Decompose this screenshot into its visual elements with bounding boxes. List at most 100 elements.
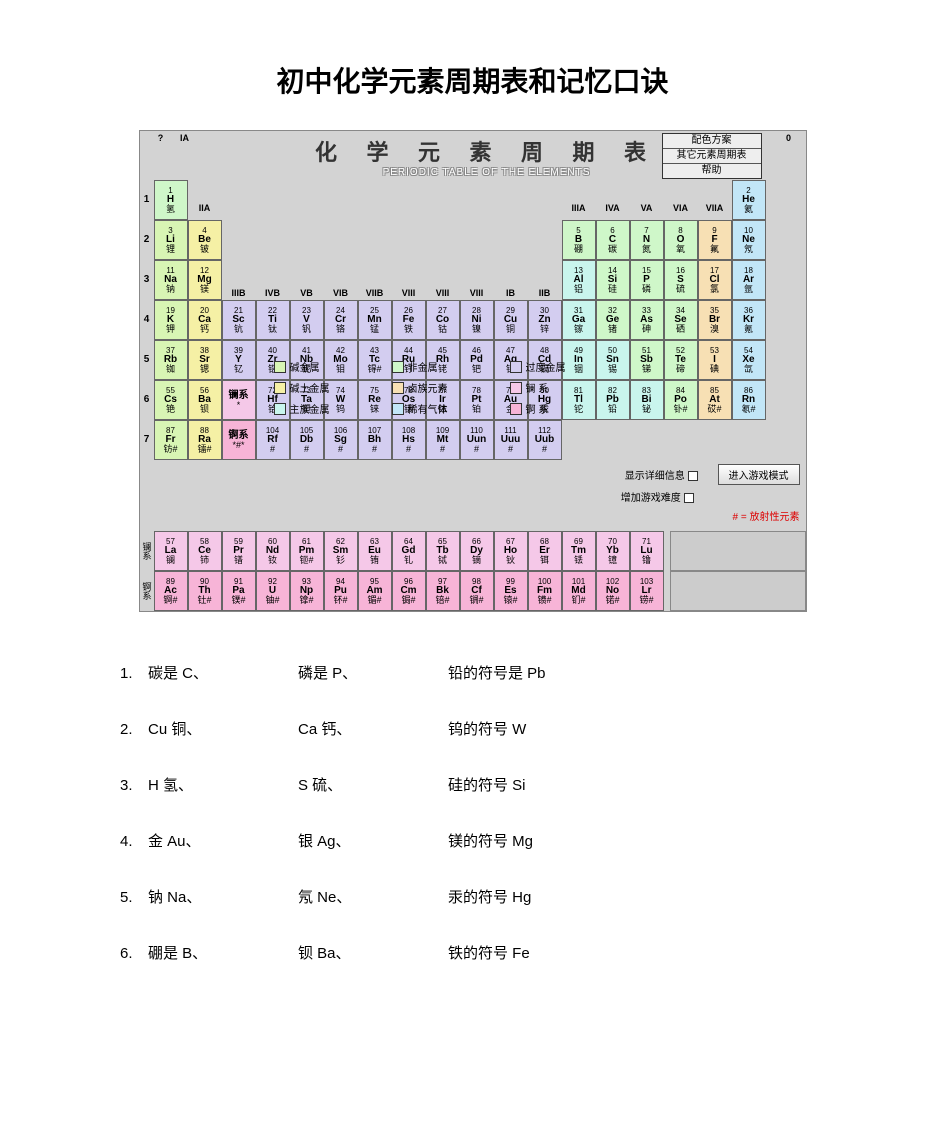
menu-item[interactable]: 其它元素周期表 <box>663 149 761 164</box>
element-cell[interactable]: 93Np镎# <box>290 571 324 611</box>
element-cell[interactable]: 31Ga镓 <box>562 300 596 340</box>
element-cell[interactable]: 23V钒 <box>290 300 324 340</box>
element-cell[interactable]: 103Lr铹# <box>630 571 664 611</box>
element-cell[interactable]: 37Rb铷 <box>154 340 188 380</box>
element-cell[interactable]: 94Pu钚# <box>324 571 358 611</box>
element-cell[interactable]: 26Fe铁 <box>392 300 426 340</box>
element-cell[interactable]: 29Cu铜 <box>494 300 528 340</box>
element-cell[interactable]: 83Bi铋 <box>630 380 664 420</box>
element-cell[interactable]: 24Cr铬 <box>324 300 358 340</box>
element-cell[interactable]: 89Ac锕# <box>154 571 188 611</box>
element-cell[interactable]: 110Uun# <box>460 420 494 460</box>
element-cell[interactable]: 33As砷 <box>630 300 664 340</box>
menu-item[interactable]: 配色方案 <box>663 134 761 149</box>
element-cell[interactable]: 71Lu镥 <box>630 531 664 571</box>
element-cell[interactable]: 91Pa镤# <box>222 571 256 611</box>
chk-difficulty[interactable]: 增加游戏难度 <box>621 489 694 504</box>
element-cell[interactable]: 95Am镅# <box>358 571 392 611</box>
element-cell[interactable]: 13Al铝 <box>562 260 596 300</box>
element-cell[interactable]: 106Sg# <box>324 420 358 460</box>
element-cell[interactable]: 28Ni镍 <box>460 300 494 340</box>
element-cell[interactable]: 镧系* <box>222 380 256 420</box>
element-cell[interactable]: 10Ne氖 <box>732 220 766 260</box>
element-cell[interactable]: 56Ba钡 <box>188 380 222 420</box>
element-cell[interactable]: 20Ca钙 <box>188 300 222 340</box>
element-cell[interactable]: 21Sc钪 <box>222 300 256 340</box>
element-cell[interactable]: 64Gd钆 <box>392 531 426 571</box>
element-cell[interactable]: 32Ge锗 <box>596 300 630 340</box>
element-cell[interactable]: 86Rn氡# <box>732 380 766 420</box>
element-cell[interactable]: 34Se硒 <box>664 300 698 340</box>
legend-item: 过度金属 <box>510 359 610 374</box>
element-cell[interactable]: 11Na钠 <box>154 260 188 300</box>
element-cell[interactable]: 3Li锂 <box>154 220 188 260</box>
menu-item[interactable]: 帮助 <box>663 164 761 178</box>
element-cell[interactable]: 17Cl氯 <box>698 260 732 300</box>
element-cell[interactable]: 18Ar氩 <box>732 260 766 300</box>
element-cell[interactable]: 99Es锿# <box>494 571 528 611</box>
element-cell[interactable]: 88Ra镭# <box>188 420 222 460</box>
element-cell[interactable]: 69Tm铥 <box>562 531 596 571</box>
element-cell[interactable]: 30Zn锌 <box>528 300 562 340</box>
element-cell[interactable]: 90Th钍# <box>188 571 222 611</box>
element-cell[interactable]: 87Fr钫# <box>154 420 188 460</box>
element-cell[interactable]: 96Cm锔# <box>392 571 426 611</box>
element-cell[interactable]: 68Er铒 <box>528 531 562 571</box>
element-cell[interactable]: 14Si硅 <box>596 260 630 300</box>
element-cell[interactable]: 27Co钴 <box>426 300 460 340</box>
element-cell[interactable]: 104Rf# <box>256 420 290 460</box>
element-cell[interactable]: 12Mg镁 <box>188 260 222 300</box>
element-cell[interactable]: 锕系*#* <box>222 420 256 460</box>
element-cell[interactable]: 84Po钋# <box>664 380 698 420</box>
element-cell[interactable]: 62Sm钐 <box>324 531 358 571</box>
element-cell[interactable]: 98Cf锎# <box>460 571 494 611</box>
element-cell[interactable]: 36Kr氪 <box>732 300 766 340</box>
element-cell[interactable]: 35Br溴 <box>698 300 732 340</box>
element-cell[interactable]: 54Xe氙 <box>732 340 766 380</box>
element-cell[interactable]: 112Uub# <box>528 420 562 460</box>
element-cell[interactable]: 102No锘# <box>596 571 630 611</box>
element-cell[interactable]: 39Y钇 <box>222 340 256 380</box>
element-cell[interactable]: 59Pr镨 <box>222 531 256 571</box>
element-cell[interactable]: 107Bh# <box>358 420 392 460</box>
element-cell[interactable]: 63Eu铕 <box>358 531 392 571</box>
element-cell[interactable]: 111Uuu# <box>494 420 528 460</box>
element-cell[interactable]: 25Mn锰 <box>358 300 392 340</box>
element-cell[interactable]: 60Nd钕 <box>256 531 290 571</box>
element-cell[interactable]: 70Yb镱 <box>596 531 630 571</box>
chk-detail[interactable]: 显示详细信息 <box>625 467 698 482</box>
element-cell[interactable]: 22Ti钛 <box>256 300 290 340</box>
element-cell[interactable]: 19K钾 <box>154 300 188 340</box>
element-cell[interactable]: 8O氧 <box>664 220 698 260</box>
game-mode-button[interactable]: 进入游戏模式 <box>718 464 800 485</box>
element-cell[interactable]: 2He氦 <box>732 180 766 220</box>
element-cell[interactable]: 85At砹# <box>698 380 732 420</box>
element-cell[interactable]: 92U铀# <box>256 571 290 611</box>
element-cell[interactable]: 6C碳 <box>596 220 630 260</box>
element-cell[interactable]: 15P磷 <box>630 260 664 300</box>
element-cell[interactable]: 51Sb锑 <box>630 340 664 380</box>
element-cell[interactable]: 57La镧 <box>154 531 188 571</box>
element-cell[interactable]: 1H氢 <box>154 180 188 220</box>
element-cell[interactable]: 100Fm镄# <box>528 571 562 611</box>
element-cell[interactable]: 38Sr锶 <box>188 340 222 380</box>
element-cell[interactable]: 16S硫 <box>664 260 698 300</box>
element-cell[interactable]: 105Db# <box>290 420 324 460</box>
element-cell[interactable]: 53I碘 <box>698 340 732 380</box>
element-cell[interactable]: 67Ho钬 <box>494 531 528 571</box>
element-cell[interactable]: 55Cs铯 <box>154 380 188 420</box>
element-cell[interactable]: 108Hs# <box>392 420 426 460</box>
element-cell[interactable]: 101Md钔# <box>562 571 596 611</box>
element-cell[interactable]: 58Ce铈 <box>188 531 222 571</box>
element-cell[interactable]: 109Mt# <box>426 420 460 460</box>
top-right-menu[interactable]: 配色方案 其它元素周期表 帮助 <box>662 133 762 179</box>
element-cell[interactable]: 97Bk锫# <box>426 571 460 611</box>
element-cell[interactable]: 4Be铍 <box>188 220 222 260</box>
element-cell[interactable]: 61Pm钷# <box>290 531 324 571</box>
element-cell[interactable]: 9F氟 <box>698 220 732 260</box>
element-cell[interactable]: 5B硼 <box>562 220 596 260</box>
element-cell[interactable]: 52Te碲 <box>664 340 698 380</box>
element-cell[interactable]: 7N氮 <box>630 220 664 260</box>
element-cell[interactable]: 65Tb铽 <box>426 531 460 571</box>
element-cell[interactable]: 66Dy镝 <box>460 531 494 571</box>
